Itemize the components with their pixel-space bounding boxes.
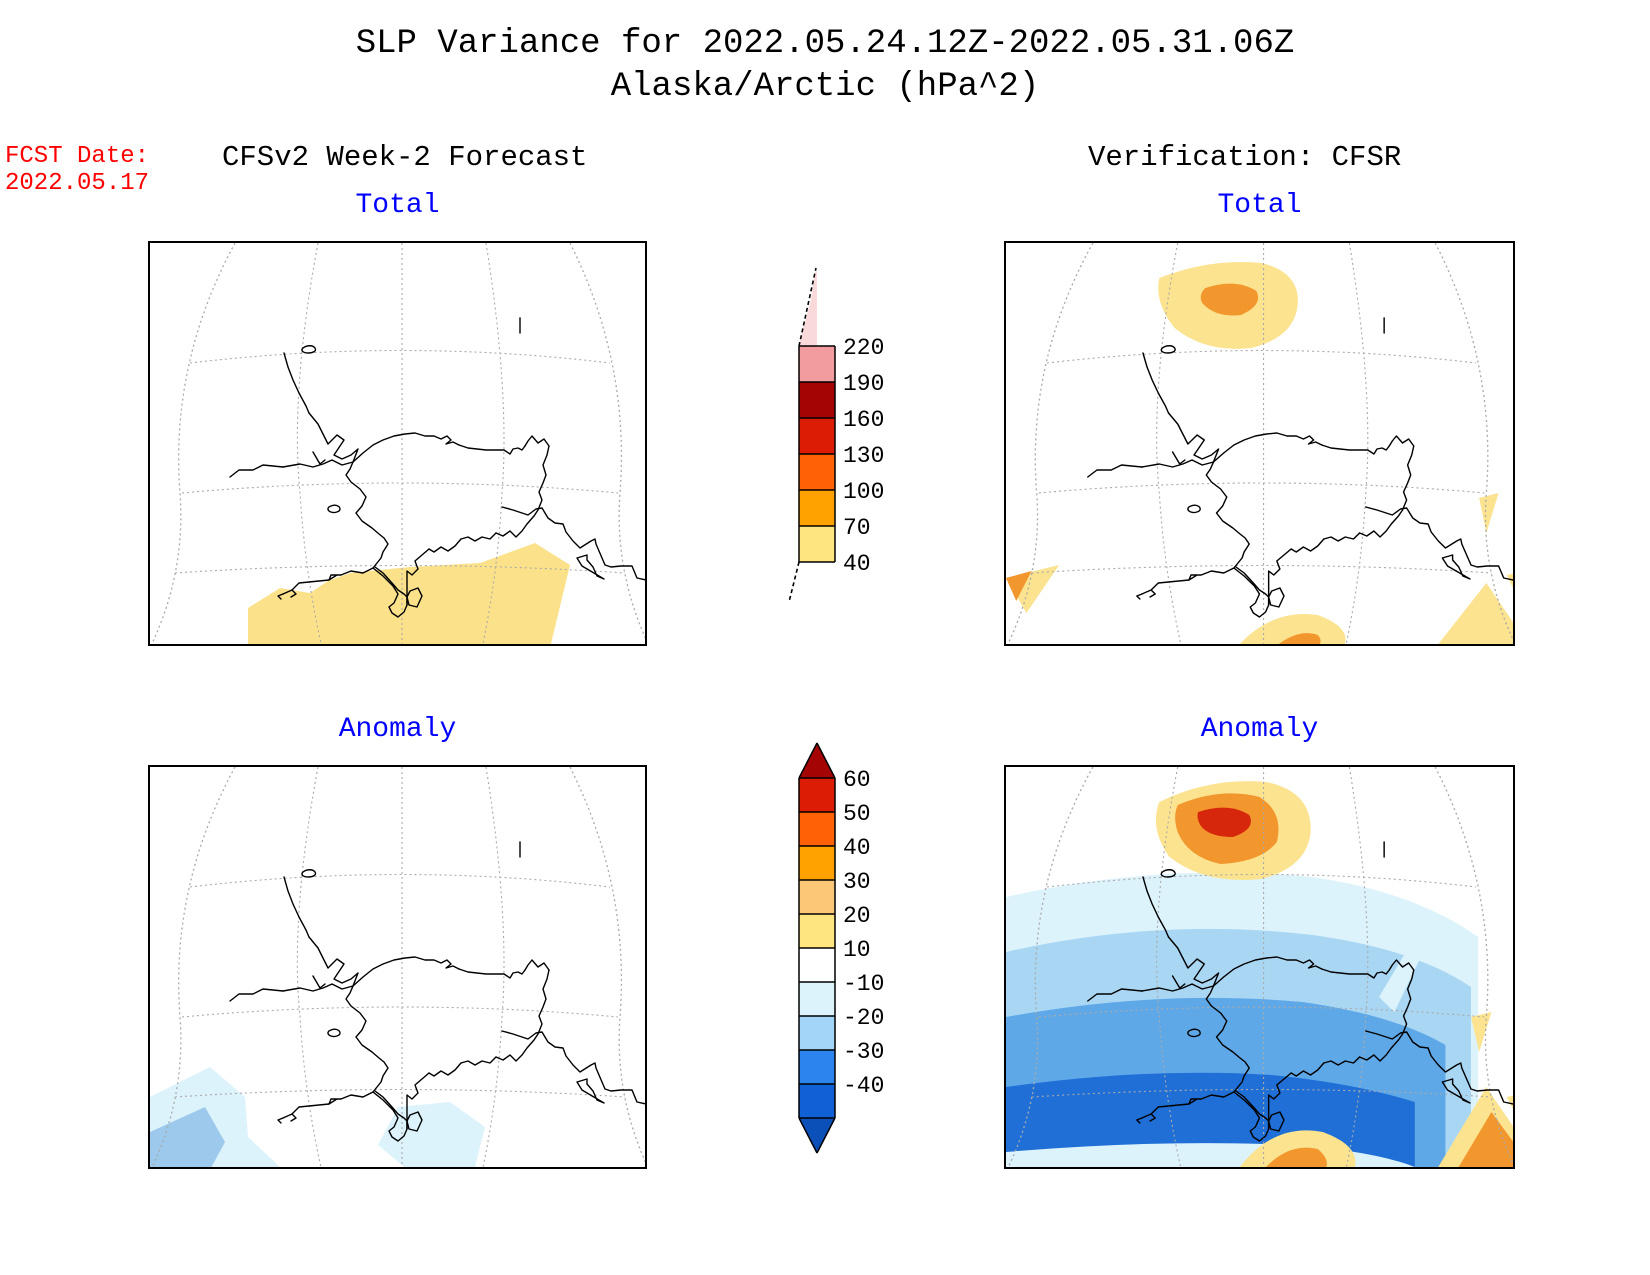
svg-text:40: 40 (843, 835, 871, 861)
svg-text:60: 60 (843, 767, 871, 793)
svg-text:130: 130 (843, 443, 884, 469)
svg-text:190: 190 (843, 371, 884, 397)
svg-text:-30: -30 (843, 1039, 884, 1065)
svg-text:50: 50 (843, 801, 871, 827)
svg-text:20: 20 (843, 903, 871, 929)
svg-text:10: 10 (843, 937, 871, 963)
svg-text:70: 70 (843, 515, 871, 541)
svg-text:30: 30 (843, 869, 871, 895)
svg-text:220: 220 (843, 335, 884, 361)
svg-text:-10: -10 (843, 971, 884, 997)
svg-text:40: 40 (843, 551, 871, 577)
svg-text:-20: -20 (843, 1005, 884, 1031)
svg-text:100: 100 (843, 479, 884, 505)
svg-text:160: 160 (843, 407, 884, 433)
svg-text:-40: -40 (843, 1073, 884, 1099)
